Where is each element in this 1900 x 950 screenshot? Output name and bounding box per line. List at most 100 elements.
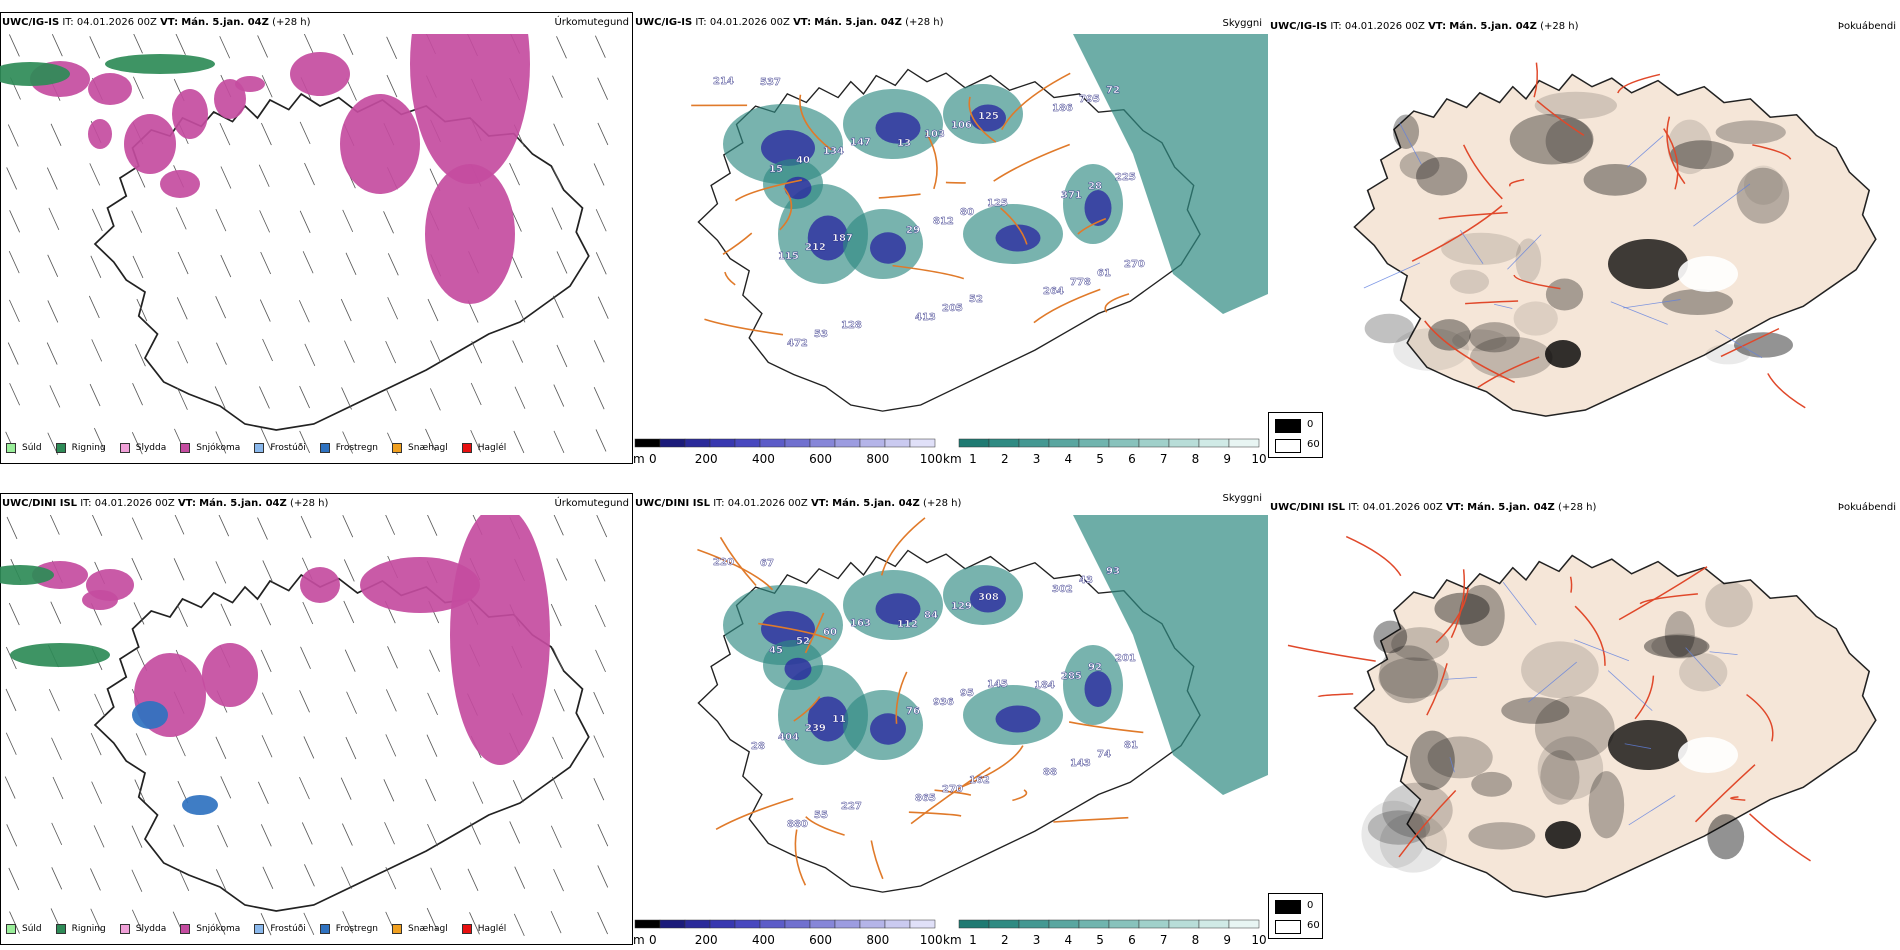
ceiling-label: 67 xyxy=(760,558,774,569)
colorbar-tick: 1000 xyxy=(920,933,943,947)
colorbar-tick: 0 xyxy=(649,933,657,947)
panel-title: Skyggni xyxy=(1222,18,1262,29)
road xyxy=(1746,693,1774,742)
wind-barb xyxy=(9,911,20,934)
ceiling-label: 125 xyxy=(978,111,999,122)
road xyxy=(1767,373,1806,409)
legend-swatch xyxy=(55,443,66,453)
panel-header: UWC/IG-IS IT: 04.01.2026 00Z VT: Mán. 5.… xyxy=(2,17,311,28)
road xyxy=(1749,813,1811,862)
ceiling-label: 115 xyxy=(778,251,799,262)
legend-swatch xyxy=(55,924,66,934)
river xyxy=(1607,670,1653,711)
precip-map xyxy=(0,515,609,937)
road xyxy=(704,318,784,336)
wind-barb xyxy=(259,299,271,322)
precip-area xyxy=(172,89,208,139)
ceiling-label: 162 xyxy=(969,775,990,786)
wind-barb xyxy=(214,386,226,409)
land xyxy=(1353,554,1877,898)
colorbar-m: m0 200 400 600 800 1000 xyxy=(633,919,943,947)
wind-barb xyxy=(131,869,143,892)
colorbar-tick: 9 xyxy=(1223,452,1231,466)
wind-barb xyxy=(595,252,607,275)
legend-label: Súld xyxy=(22,924,42,934)
colorbar-tick: 800 xyxy=(866,452,889,466)
road xyxy=(1398,789,1457,858)
river xyxy=(1574,639,1630,662)
colorbar-segment xyxy=(1018,919,1050,929)
road xyxy=(880,517,926,576)
ceiling-label: 220 xyxy=(713,557,734,568)
wind-barb xyxy=(89,36,101,59)
wind-barb xyxy=(219,36,231,59)
fog-index-area xyxy=(1534,91,1618,120)
wind-barb xyxy=(470,382,482,406)
fog-legend-max: 0 xyxy=(1307,419,1314,430)
panel-header: UWC/IG-IS IT: 04.01.2026 00Z VT: Mán. 5.… xyxy=(1270,21,1579,32)
fog-index-area xyxy=(1608,239,1688,289)
wind-barb xyxy=(345,252,357,276)
wind-barb xyxy=(470,429,482,453)
ceiling-area xyxy=(784,657,812,681)
fog-index-area xyxy=(1382,782,1453,838)
wind-barb xyxy=(551,776,563,800)
wind-barb xyxy=(7,124,19,147)
colorbar-segment xyxy=(659,438,686,448)
precip-panel-row1: UWC/IG-IS IT: 04.01.2026 00Z VT: Mán. 5.… xyxy=(0,12,633,464)
wind-barb xyxy=(341,387,352,410)
legend-item: Frostregn xyxy=(319,443,378,453)
wind-barb xyxy=(177,387,188,410)
legend-label: Frostúði xyxy=(270,443,306,453)
wind-barb xyxy=(177,251,189,275)
wind-barb xyxy=(340,777,352,800)
colorbar-segment xyxy=(988,438,1020,448)
fog-index-area xyxy=(1715,120,1786,145)
colorbar-unit: m xyxy=(633,933,645,947)
river xyxy=(1502,582,1537,626)
colorbar-tick: 10 xyxy=(1251,933,1266,947)
wind-barb xyxy=(260,649,272,673)
legend-swatch xyxy=(119,924,130,934)
colorbar-segment xyxy=(1078,919,1110,929)
wind-barb xyxy=(217,825,228,848)
wind-barb xyxy=(262,560,274,583)
ceiling-label: 84 xyxy=(924,610,938,621)
precip-area xyxy=(0,62,70,86)
wind-barb xyxy=(131,909,143,932)
road xyxy=(993,143,1070,182)
river xyxy=(1399,122,1422,165)
legend-swatch xyxy=(180,443,191,453)
wind-barb xyxy=(341,866,352,889)
wind-barb xyxy=(509,162,520,186)
ceiling-label: 13 xyxy=(897,138,911,149)
precip-area xyxy=(132,701,168,729)
road xyxy=(1634,675,1655,720)
road xyxy=(793,696,821,722)
road xyxy=(794,829,807,886)
colorbar-segment xyxy=(634,919,661,929)
wind-barb xyxy=(131,557,143,581)
road xyxy=(892,264,965,280)
legend-item: Rigning xyxy=(55,443,106,453)
legend-swatch xyxy=(6,443,16,453)
ceiling-label: 128 xyxy=(841,320,862,331)
precip-area xyxy=(32,561,88,589)
road xyxy=(724,271,736,286)
colorbar-segment xyxy=(859,919,886,929)
wind-barb xyxy=(597,911,608,935)
fog-index-area xyxy=(1391,627,1450,662)
wind-barb xyxy=(93,427,105,451)
colorbar-tick: 3 xyxy=(1033,452,1041,466)
river xyxy=(1627,135,1664,168)
ceiling-label: 29 xyxy=(906,225,920,236)
colorbar-tick: 400 xyxy=(752,933,775,947)
wind-barb xyxy=(93,825,105,848)
wind-barb xyxy=(383,779,395,802)
ceiling-label: 239 xyxy=(805,723,826,734)
wind-barb xyxy=(46,167,58,190)
ceiling-label: 865 xyxy=(915,793,936,804)
road xyxy=(1462,144,1503,200)
wind-barb xyxy=(304,864,315,887)
wind-barb xyxy=(215,869,227,892)
